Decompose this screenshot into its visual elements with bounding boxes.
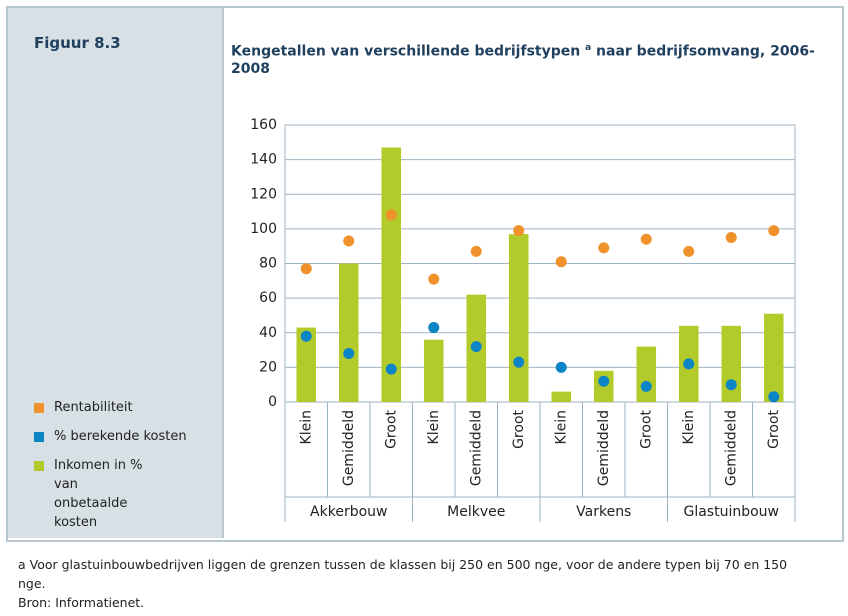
bar [338, 263, 359, 402]
source: Bron: Informatienet. [18, 595, 145, 610]
legend-swatch [34, 403, 44, 413]
main-panel [224, 8, 840, 538]
x-tick-label: Groot [638, 409, 654, 448]
bar [296, 327, 317, 402]
x-tick-label: Gemiddeld [723, 410, 739, 486]
y-tick-label: 140 [250, 152, 277, 168]
bar [763, 313, 784, 402]
footnote: a Voor glastuinbouwbedrijven liggen de g… [18, 557, 788, 591]
y-tick-label: 80 [259, 256, 277, 272]
dot [683, 358, 695, 370]
y-tick-label: 60 [259, 290, 277, 306]
legend-item: % berekende kosten [34, 427, 204, 446]
group-label: Melkvee [447, 504, 505, 520]
x-tick-label: Klein [553, 410, 569, 444]
dot [555, 256, 567, 268]
bar [636, 346, 657, 402]
bar [721, 325, 742, 402]
dot [598, 242, 610, 254]
x-tick-label: Klein [426, 410, 442, 444]
x-tick-label: Gemiddeld [468, 410, 484, 486]
dot [598, 375, 610, 387]
dot [470, 245, 482, 257]
dot [725, 232, 737, 244]
legend-item: Inkomen in % van onbetaalde kosten [34, 456, 204, 532]
legend-label: Rentabiliteit [54, 400, 133, 415]
divider [222, 8, 224, 538]
x-tick-label: Klein [681, 410, 697, 444]
dot [683, 245, 695, 257]
dot [385, 363, 397, 375]
bar [551, 391, 572, 402]
group-label: Akkerbouw [310, 504, 387, 520]
x-tick-label: Groot [511, 409, 527, 448]
y-tick-label: 0 [268, 394, 277, 410]
dot [640, 380, 652, 392]
y-tick-label: 40 [259, 325, 277, 341]
x-tick-label: Gemiddeld [341, 410, 357, 486]
dot [725, 379, 737, 391]
bar [423, 339, 444, 402]
legend-label: Inkomen in % van onbetaalde kosten [54, 458, 143, 530]
title-sup: a [585, 43, 592, 53]
side-panel [8, 8, 222, 538]
x-tick-label: Klein [298, 410, 314, 444]
title: Kengetallen van verschillende bedrijfsty… [231, 43, 581, 60]
y-tick-label: 100 [250, 221, 277, 237]
dot [300, 263, 312, 275]
dot [470, 341, 482, 353]
y-tick-label: 20 [259, 359, 277, 375]
x-tick-label: Groot [383, 409, 399, 448]
figure-label: Figuur 8.3 [34, 34, 121, 52]
legend-label: % berekende kosten [54, 429, 187, 444]
dot [768, 225, 780, 237]
x-tick-label: Gemiddeld [596, 410, 612, 486]
bar [508, 234, 529, 402]
dot [428, 273, 440, 285]
bar [381, 147, 402, 402]
y-tick-label: 120 [250, 186, 277, 202]
dot [385, 209, 397, 221]
footnotes: a Voor glastuinbouwbedrijven liggen de g… [18, 555, 808, 612]
dot [768, 391, 780, 403]
dot [343, 235, 355, 247]
chart-title: Kengetallen van verschillende bedrijfsty… [231, 40, 821, 78]
dot [513, 356, 525, 368]
group-label: Glastuinbouw [683, 504, 779, 520]
legend-item: Rentabiliteit [34, 398, 204, 417]
dot [428, 322, 440, 334]
dot [640, 233, 652, 245]
dot [513, 225, 525, 237]
title-rest: naar bedrijfsomvang, 2006-2008 [231, 43, 815, 77]
legend-swatch [34, 461, 44, 471]
legend-swatch [34, 432, 44, 442]
y-tick-label: 160 [250, 117, 277, 133]
group-label: Varkens [576, 504, 631, 520]
dot [343, 348, 355, 360]
dot [300, 330, 312, 342]
dot [555, 361, 567, 373]
x-tick-label: Groot [766, 409, 782, 448]
